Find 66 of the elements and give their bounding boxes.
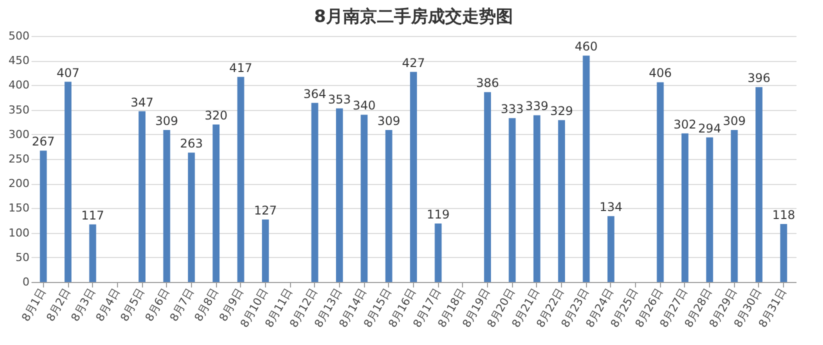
data-label: 117 <box>81 208 104 222</box>
y-tick-label: 350 <box>8 103 30 116</box>
bar <box>336 108 343 282</box>
bar <box>212 124 220 282</box>
data-label: 406 <box>648 66 672 80</box>
data-label: 302 <box>674 117 696 132</box>
y-tick-label: 250 <box>8 152 30 166</box>
bar <box>89 224 96 282</box>
data-label: 134 <box>599 200 622 214</box>
data-label: 340 <box>352 98 376 113</box>
bar <box>780 224 788 282</box>
data-label: 267 <box>32 134 55 149</box>
data-label: 396 <box>748 71 770 86</box>
bar <box>656 82 664 282</box>
bar <box>40 150 47 282</box>
data-label: 294 <box>698 121 722 136</box>
bar <box>607 216 614 282</box>
data-label: 460 <box>574 40 598 54</box>
bar <box>237 76 244 282</box>
data-label: 407 <box>56 66 80 80</box>
bar <box>385 130 392 282</box>
bar <box>138 111 146 282</box>
bar <box>730 130 738 282</box>
data-label: 320 <box>204 108 228 123</box>
bar <box>484 92 491 282</box>
bar <box>558 120 566 282</box>
bar <box>311 102 318 282</box>
y-tick-label: 200 <box>8 177 30 190</box>
bar <box>188 152 195 282</box>
data-label: 417 <box>229 60 252 75</box>
bar <box>163 130 170 282</box>
chart-title: 8月南京二手房成交走势图 <box>314 7 513 27</box>
bar <box>410 72 417 282</box>
y-tick-label: 150 <box>8 202 30 215</box>
y-tick-label: 100 <box>8 226 30 240</box>
bar <box>706 137 714 282</box>
y-tick-label: 50 <box>16 250 30 264</box>
data-label: 309 <box>722 114 746 128</box>
data-label: 263 <box>180 136 203 151</box>
bar <box>434 223 442 282</box>
y-tick-label: 0 <box>22 276 30 288</box>
data-label: 427 <box>402 56 425 70</box>
data-label: 309 <box>155 114 178 128</box>
data-label: 333 <box>500 102 524 116</box>
data-label: 339 <box>525 99 548 114</box>
bar <box>360 114 368 282</box>
data-label: 118 <box>772 208 796 222</box>
bar <box>508 118 516 282</box>
data-label: 329 <box>550 104 574 118</box>
y-tick-label: 300 <box>8 128 30 141</box>
bar <box>582 56 590 282</box>
bar <box>756 87 762 282</box>
bar <box>262 220 269 282</box>
bar <box>681 133 688 282</box>
data-label: 353 <box>328 92 351 106</box>
data-label: 364 <box>303 86 326 101</box>
bar <box>533 115 540 282</box>
data-label: 386 <box>476 76 499 90</box>
y-tick-label: 450 <box>8 54 30 68</box>
data-label: 127 <box>254 204 277 218</box>
y-tick-label: 500 <box>8 30 30 42</box>
y-tick-label: 400 <box>8 78 30 92</box>
data-label: 347 <box>130 95 154 110</box>
data-label: 309 <box>377 114 400 128</box>
bar <box>64 82 72 282</box>
data-label: 119 <box>426 207 450 222</box>
